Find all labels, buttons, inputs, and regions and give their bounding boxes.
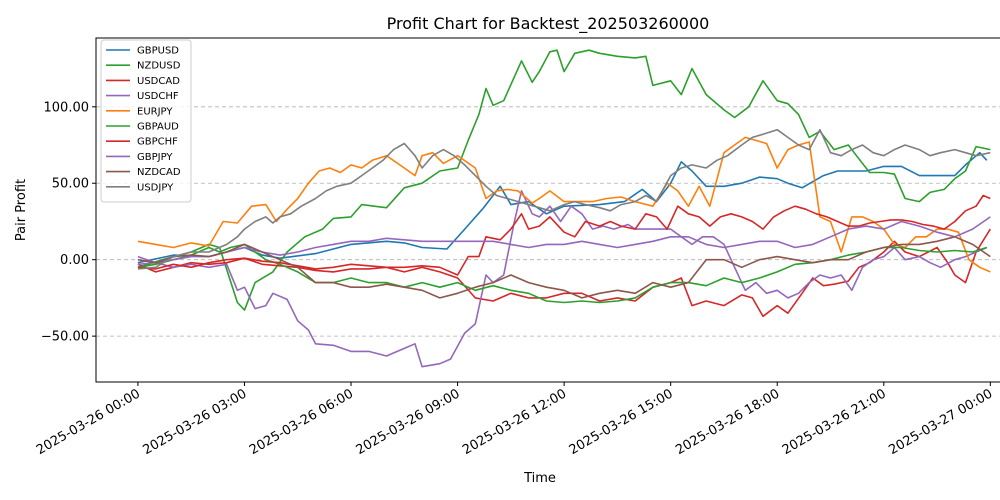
- series-line-usdcad: [137, 228, 991, 318]
- x-tick-label: 2025-03-26 12:00: [460, 386, 569, 458]
- legend-label-gbpaud: GBPAUD: [137, 122, 179, 133]
- series-line-gbpaud: [137, 243, 988, 304]
- x-tick-label: 2025-03-26 15:00: [567, 386, 676, 458]
- series-line-usdjpy: [137, 128, 991, 270]
- y-axis-title: Pair Profit: [14, 179, 29, 241]
- x-tick-label: 2025-03-26 06:00: [247, 386, 356, 458]
- legend-label-eurjpy: EURJPY: [137, 106, 173, 117]
- legend-label-usdcad: USDCAD: [137, 76, 180, 87]
- legend-label-nzdcad: NZDCAD: [137, 167, 181, 178]
- series-line-eurjpy: [137, 136, 991, 273]
- x-tick-label: 2025-03-27 00:00: [886, 386, 995, 458]
- legend: GBPUSD NZDUSD USDCAD USDCHF EURJPY GBPAUD GBPC…: [100, 39, 192, 203]
- legend-label-nzdusd: NZDUSD: [137, 61, 181, 72]
- x-tick-label: 2025-03-26 03:00: [141, 386, 250, 458]
- series-line-gbpusd: [137, 151, 988, 264]
- y-tick-label: −50.00: [41, 330, 89, 345]
- legend-label-usdjpy: USDJPY: [137, 182, 174, 193]
- x-tick-label: 2025-03-26 09:00: [354, 386, 463, 458]
- y-tick-label: 0.00: [60, 253, 89, 268]
- x-axis-title: Time: [523, 471, 556, 486]
- series-line-nzdusd: [137, 49, 991, 311]
- x-tick-label: 2025-03-26 21:00: [780, 386, 889, 458]
- chart-title: Profit Chart for Backtest_202503260000: [387, 14, 710, 34]
- legend-label-usdchf: USDCHF: [137, 91, 179, 102]
- series-line-gbpjpy: [137, 216, 991, 266]
- y-tick-label: 50.00: [52, 177, 89, 192]
- series-line-nzdcad: [137, 236, 991, 299]
- x-tick-label: 2025-03-26 18:00: [673, 386, 782, 458]
- legend-label-gbpjpy: GBPJPY: [137, 152, 173, 163]
- y-tick-label: 100.00: [44, 100, 90, 115]
- series-line-gbpchf: [137, 194, 991, 276]
- x-tick-label: 2025-03-26 00:00: [34, 386, 143, 458]
- legend-label-gbpusd: GBPUSD: [137, 46, 179, 57]
- plot-area: [95, 37, 1000, 383]
- legend-label-gbpchf: GBPCHF: [137, 137, 178, 148]
- series-lines: [137, 49, 991, 368]
